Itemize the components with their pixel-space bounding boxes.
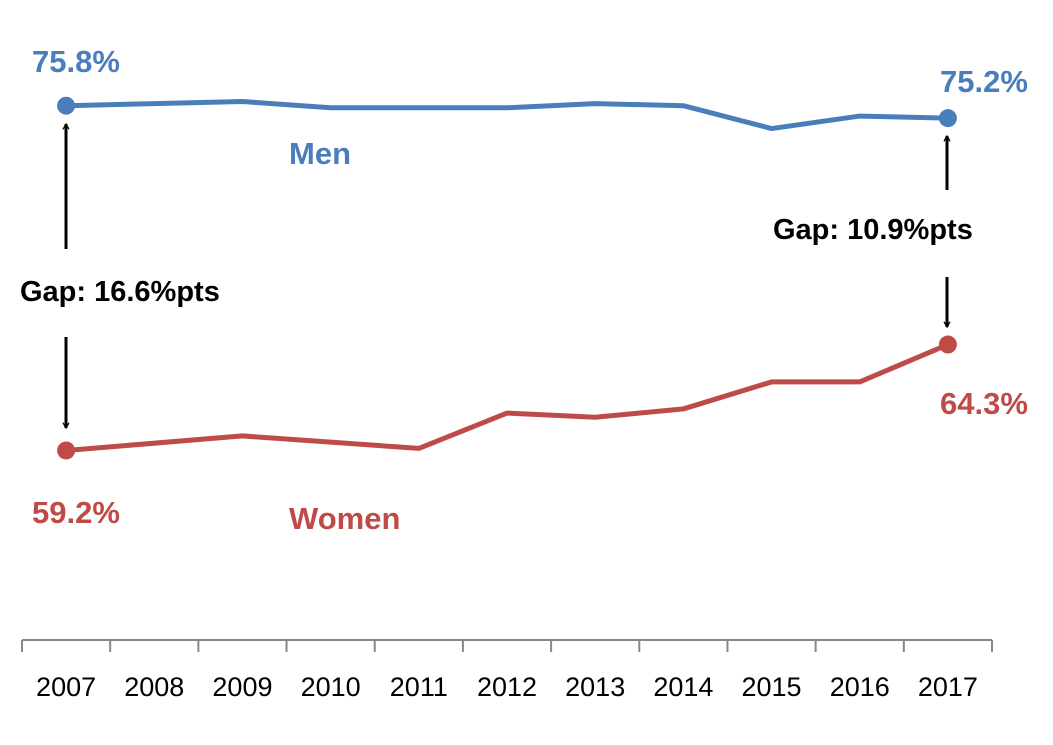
x-tick-label-2008: 2008 <box>124 672 184 702</box>
series-label-men: Men <box>289 136 351 171</box>
series-label-women: Women <box>289 501 400 536</box>
gap-annotation-2007: Gap: 16.6%pts <box>20 276 220 308</box>
x-tick-label-2013: 2013 <box>565 672 625 702</box>
x-tick-label-2016: 2016 <box>830 672 890 702</box>
series-line-men <box>66 99 948 132</box>
gap-annotation-2017: Gap: 10.9%pts <box>773 214 973 246</box>
x-tick-label-2014: 2014 <box>653 672 713 702</box>
data-label-men-2007: 75.8% <box>32 44 120 79</box>
x-tick-label-2011: 2011 <box>390 672 448 702</box>
data-point-women-2017 <box>938 335 957 354</box>
plot-area: 2007 2008 2009 2010 2011 2012 2013 2014 2015 2016… <box>21 96 993 702</box>
data-label-women-2007: 59.2% <box>32 495 120 530</box>
x-tick-label-2012: 2012 <box>477 672 537 702</box>
x-tick-label-2017: 2017 <box>918 672 978 702</box>
x-tick-label-2007: 2007 <box>36 672 96 702</box>
data-point-women-2007 <box>57 441 76 460</box>
data-point-men-2017 <box>938 109 957 128</box>
series-line-women <box>65 342 949 453</box>
data-point-men-2007 <box>57 96 76 115</box>
data-label-women-2017: 64.3% <box>940 386 1028 421</box>
x-tick-label-2010: 2010 <box>301 672 361 702</box>
x-tick-label-2009: 2009 <box>212 672 272 702</box>
data-label-men-2017: 75.2% <box>940 64 1028 99</box>
x-tick-label-2015: 2015 <box>742 672 802 702</box>
